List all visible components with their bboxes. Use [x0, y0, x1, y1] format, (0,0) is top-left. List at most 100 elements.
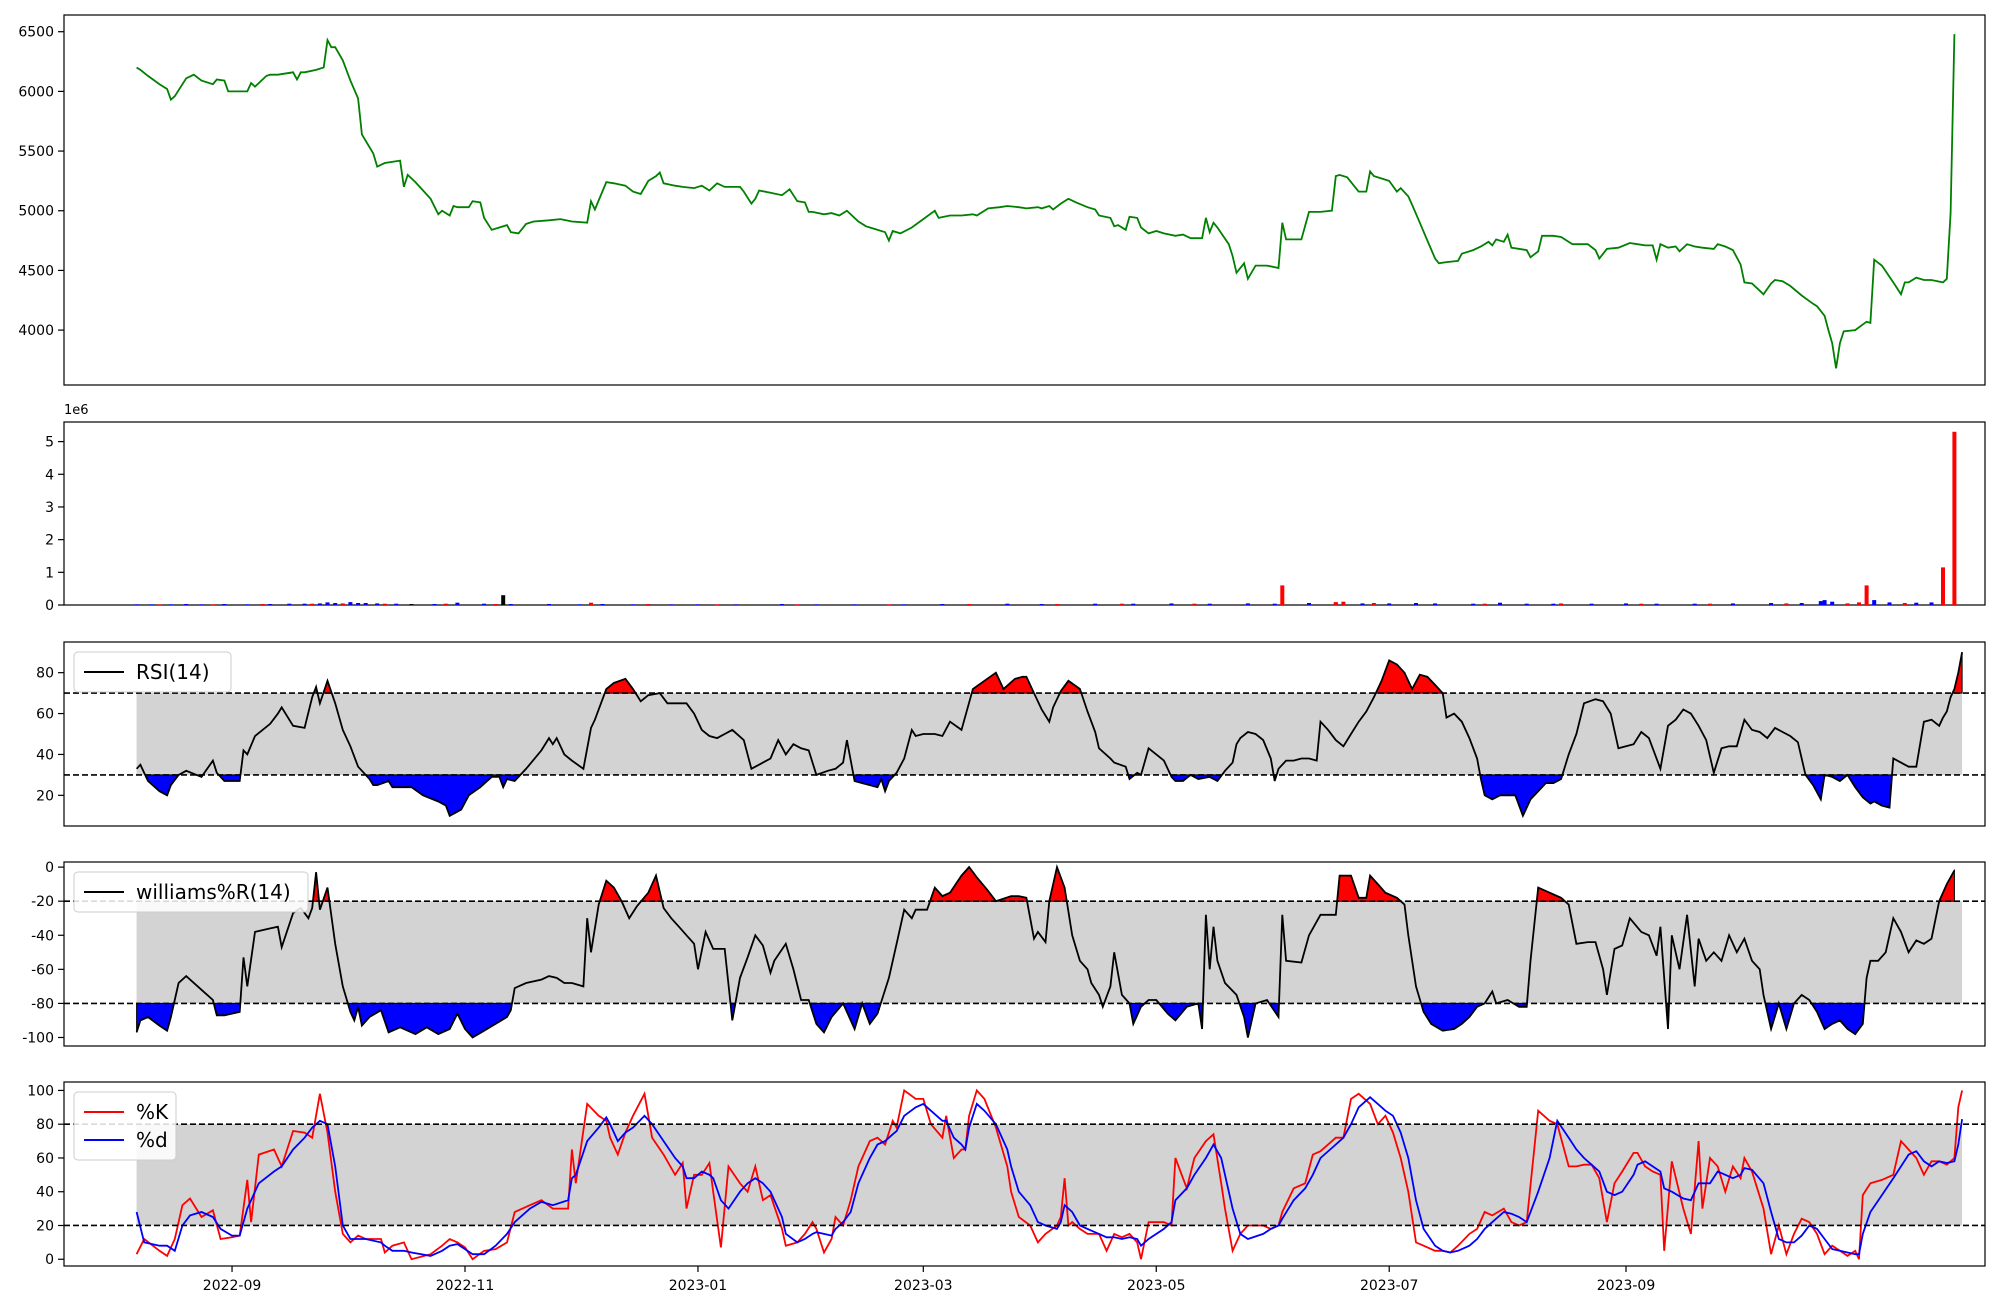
volume-bar [325, 602, 330, 605]
volume-bar [577, 604, 582, 606]
volume-bar [394, 603, 399, 605]
volume-bar [1498, 602, 1502, 605]
volume-bar [157, 604, 162, 606]
volume-bar [696, 604, 700, 606]
volume-bar [1818, 601, 1823, 605]
williams-overbought-fill [929, 866, 997, 902]
williams-neutral-band [136, 901, 1963, 1004]
volume-bar [260, 604, 265, 605]
rsi-legend-label: RSI(14) [136, 660, 210, 684]
williams-ytick-label: -60 [31, 962, 54, 978]
volume-bar [382, 603, 387, 605]
volume-bar [1624, 603, 1628, 605]
stochastic-ytick-label: 0 [45, 1252, 54, 1268]
volume-bar [222, 604, 227, 605]
volume-bar [1929, 602, 1934, 605]
volume-bar [715, 604, 720, 606]
volume-bar [1169, 603, 1174, 605]
volume-bar [1055, 604, 1059, 605]
stochastic-legend-box [73, 1091, 177, 1161]
williams-legend-box [73, 871, 309, 913]
volume-bar [149, 604, 154, 606]
volume-bar [814, 604, 819, 606]
volume-bar [310, 603, 315, 605]
rsi-panel: 20 40 60 80 RSI(14) [36, 641, 1986, 827]
volume-bar [363, 603, 368, 605]
rsi-ytick-label: 80 [36, 666, 54, 682]
volume-bar [443, 603, 448, 605]
volume-bar [669, 604, 674, 606]
x-tick-label: 2023-01 [669, 1278, 728, 1294]
volume-bar [967, 604, 972, 605]
volume-bar [302, 603, 307, 605]
volume-bar [340, 603, 345, 605]
price-line [136, 34, 1956, 369]
volume-bar [1654, 603, 1659, 605]
volume-offset-label: 1e6 [64, 403, 89, 418]
stochastic-axes-frame [63, 1081, 1986, 1267]
williams-ytick-label: -20 [31, 894, 54, 910]
volume-bar [1692, 603, 1697, 605]
stochastic-ytick-label: 100 [27, 1083, 54, 1099]
volume-bar [287, 603, 292, 605]
volume-bar [501, 595, 506, 605]
stochastic-legend-label: %d [136, 1128, 168, 1152]
volume-bar [134, 604, 139, 606]
volume-bar [356, 603, 361, 605]
stochastic-ytick-label: 40 [36, 1185, 54, 1201]
volume-bar [646, 604, 651, 605]
price-axes-frame [63, 14, 1986, 386]
x-tick-label: 2022-11 [436, 1278, 495, 1294]
x-tick-label: 2022-09 [203, 1278, 262, 1294]
volume-bar [780, 604, 784, 605]
volume-bar [547, 604, 551, 605]
stochastic-line [135, 1096, 1963, 1257]
volume-bar [1551, 603, 1556, 605]
volume-bar [589, 602, 593, 605]
volume-ytick-label: 2 [45, 533, 54, 549]
volume-bar [348, 602, 353, 605]
williams-line [135, 863, 1956, 1039]
volume-bar [600, 604, 605, 605]
volume-bar [1341, 601, 1346, 605]
volume-bar [1471, 603, 1476, 605]
volume-bar [734, 604, 739, 606]
rsi-legend-box [73, 651, 232, 693]
x-tick-label: 2023-03 [894, 1278, 953, 1294]
volume-bar [493, 604, 498, 605]
volume-bar [631, 604, 635, 606]
williams-oversold-fill [347, 1002, 513, 1039]
volume-bar [1589, 603, 1594, 605]
williams-legend-label: williams%R(14) [136, 880, 291, 904]
williams-oversold-fill [1420, 1002, 1485, 1032]
williams-ytick-label: -100 [22, 1030, 54, 1046]
volume-bar [1119, 603, 1124, 605]
volume-bar [333, 603, 338, 605]
x-tick-label: 2023-09 [1597, 1278, 1656, 1294]
volume-bar [1902, 603, 1907, 605]
volume-bar [1914, 602, 1919, 605]
volume-bar [1864, 585, 1869, 605]
volume-ytick-label: 4 [45, 467, 54, 483]
volume-bar [1433, 603, 1438, 605]
volume-bar [1039, 604, 1044, 605]
volume-bar [199, 604, 204, 606]
volume-bar [1769, 603, 1774, 605]
volume-bar [268, 604, 273, 605]
x-tick-label: 2023-05 [1127, 1278, 1186, 1294]
volume-bar [1245, 603, 1250, 605]
stochastic-ytick-label: 60 [36, 1151, 54, 1167]
rsi-line [135, 652, 1963, 819]
volume-panel: 0 1 2 3 4 5 1e6 [45, 403, 1986, 614]
volume-axes-frame [63, 421, 1986, 606]
williams-oversold-fill [1778, 1002, 1795, 1031]
x-axis: 2022-09 2022-11 2023-01 2023-03 2023-05 2023-… [203, 1266, 1655, 1294]
volume-ytick-label: 5 [45, 435, 54, 451]
volume-bar [1482, 603, 1487, 605]
rsi-ytick-label: 40 [36, 747, 54, 763]
stochastic-neutral-band [136, 1124, 1963, 1226]
stochastic-line [135, 1088, 1963, 1261]
rsi-overbought-fill [1375, 659, 1444, 694]
volume-bar [245, 604, 250, 606]
